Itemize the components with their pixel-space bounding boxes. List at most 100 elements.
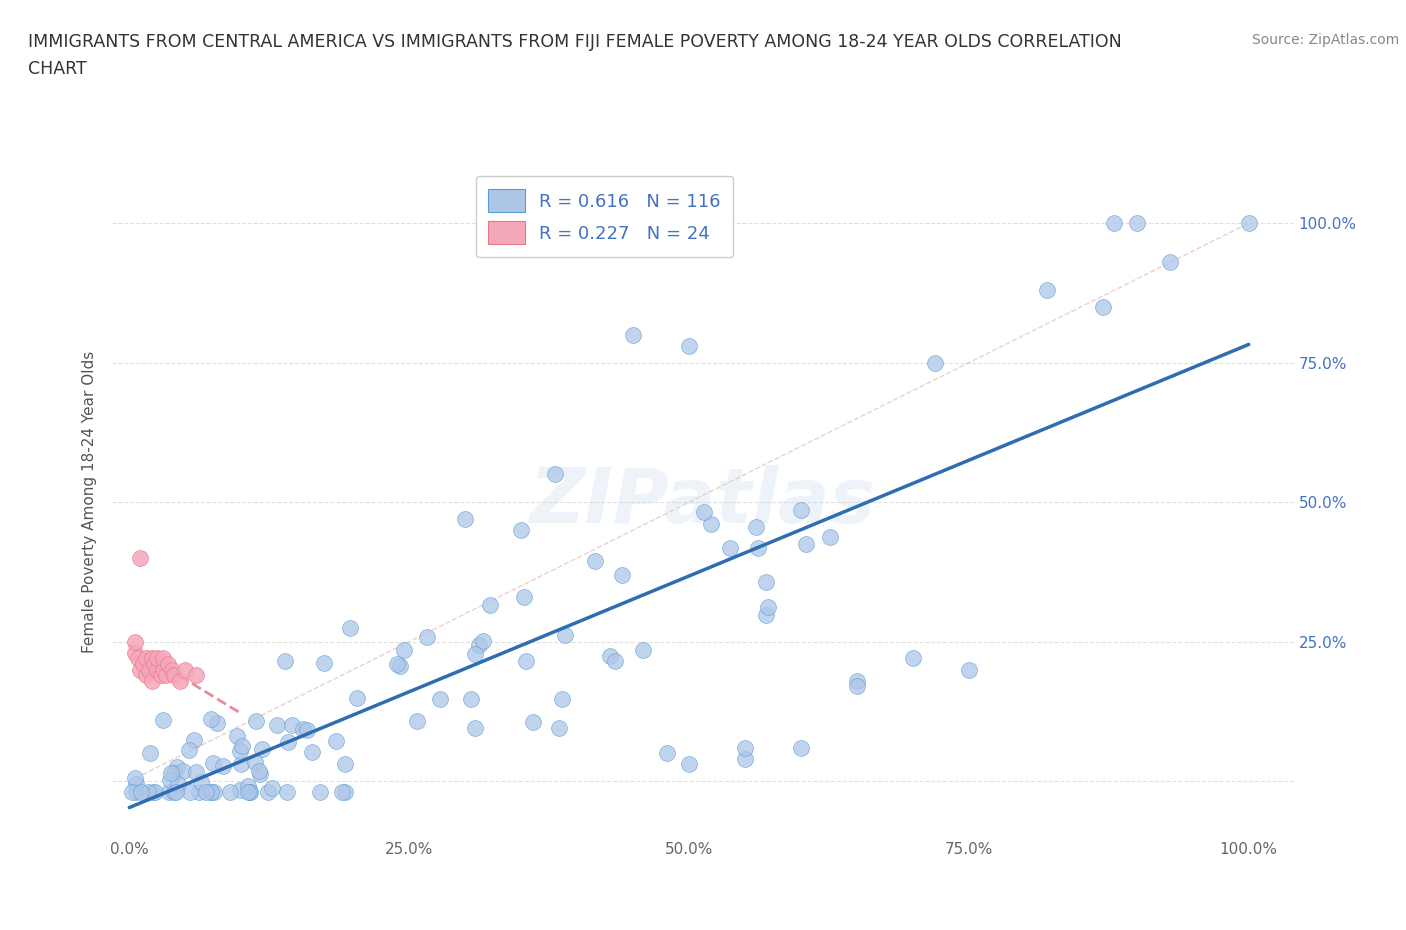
Point	[212, 759, 235, 774]
Point	[160, 766, 183, 781]
Point	[276, 785, 298, 800]
Point	[1104, 216, 1126, 231]
Point	[718, 540, 741, 555]
Point	[333, 757, 356, 772]
Point	[281, 718, 304, 733]
Text: CHART: CHART	[28, 60, 87, 78]
Point	[155, 668, 177, 683]
Point	[745, 519, 768, 534]
Point	[142, 657, 165, 671]
Point	[678, 339, 700, 353]
Point	[266, 718, 288, 733]
Point	[655, 746, 678, 761]
Point	[291, 722, 314, 737]
Point	[131, 657, 153, 671]
Point	[167, 777, 190, 791]
Point	[790, 740, 813, 755]
Point	[142, 785, 165, 800]
Point	[544, 467, 567, 482]
Point	[901, 651, 924, 666]
Point	[127, 651, 149, 666]
Point	[152, 712, 174, 727]
Point	[138, 785, 160, 800]
Point	[406, 713, 429, 728]
Point	[734, 751, 756, 766]
Point	[239, 785, 262, 800]
Point	[141, 673, 163, 688]
Point	[755, 575, 778, 590]
Text: IMMIGRANTS FROM CENTRAL AMERICA VS IMMIGRANTS FROM FIJI FEMALE POVERTY AMONG 18-: IMMIGRANTS FROM CENTRAL AMERICA VS IMMIG…	[28, 33, 1122, 50]
Point	[239, 785, 262, 800]
Point	[1237, 216, 1260, 231]
Point	[165, 785, 187, 800]
Point	[129, 662, 152, 677]
Point	[274, 654, 297, 669]
Point	[621, 327, 644, 342]
Point	[149, 668, 172, 683]
Point	[747, 540, 769, 555]
Point	[146, 651, 169, 666]
Point	[513, 590, 536, 604]
Point	[547, 721, 569, 736]
Point	[159, 773, 181, 788]
Point	[229, 756, 252, 771]
Point	[464, 647, 486, 662]
Point	[734, 740, 756, 755]
Point	[157, 657, 180, 671]
Point	[314, 656, 336, 671]
Point	[554, 627, 576, 642]
Point	[957, 662, 980, 677]
Point	[924, 355, 946, 370]
Point	[394, 643, 416, 658]
Point	[231, 738, 253, 753]
Point	[188, 785, 211, 800]
Point	[605, 654, 627, 669]
Point	[135, 668, 157, 683]
Point	[325, 733, 347, 748]
Point	[330, 785, 353, 800]
Point	[236, 778, 259, 793]
Point	[200, 785, 222, 800]
Point	[169, 673, 191, 688]
Point	[243, 754, 266, 769]
Point	[1126, 216, 1149, 231]
Point	[479, 597, 502, 612]
Point	[124, 634, 146, 649]
Point	[250, 741, 273, 756]
Point	[245, 713, 267, 728]
Point	[229, 743, 252, 758]
Point	[152, 651, 174, 666]
Point	[152, 662, 174, 677]
Point	[1159, 255, 1181, 270]
Point	[163, 668, 186, 683]
Point	[205, 715, 228, 730]
Point	[183, 733, 205, 748]
Point	[700, 516, 723, 531]
Point	[693, 504, 716, 519]
Point	[135, 651, 157, 666]
Point	[339, 620, 361, 635]
Text: ZIPatlas: ZIPatlas	[530, 465, 876, 539]
Point	[309, 785, 332, 800]
Point	[124, 770, 146, 785]
Point	[1036, 283, 1059, 298]
Point	[249, 766, 271, 781]
Point	[179, 785, 201, 800]
Point	[346, 690, 368, 705]
Text: Source: ZipAtlas.com: Source: ZipAtlas.com	[1251, 33, 1399, 46]
Point	[818, 530, 841, 545]
Point	[247, 764, 270, 778]
Point	[138, 662, 160, 677]
Point	[464, 720, 486, 735]
Point	[195, 785, 218, 800]
Point	[631, 642, 654, 657]
Point	[262, 780, 284, 795]
Point	[385, 657, 408, 671]
Point	[186, 668, 208, 683]
Point	[277, 735, 299, 750]
Point	[522, 714, 544, 729]
Point	[125, 785, 148, 800]
Point	[599, 649, 621, 664]
Point	[179, 742, 201, 757]
Point	[510, 523, 533, 538]
